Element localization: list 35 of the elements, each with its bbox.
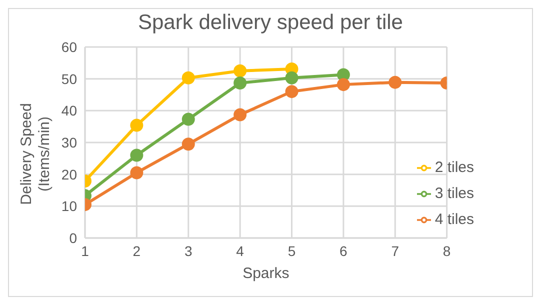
- x-tick-label: 5: [288, 242, 296, 259]
- y-tick-label: 10: [61, 198, 78, 214]
- point: [234, 76, 247, 90]
- x-tick-label: 7: [391, 242, 400, 259]
- x-tick-label: 3: [184, 242, 192, 259]
- chart-title: Spark delivery speed per tile: [137, 11, 404, 35]
- x-tick-label: 8: [442, 242, 451, 259]
- point: [336, 68, 350, 82]
- point: [336, 78, 350, 92]
- point: [234, 108, 247, 122]
- x-tick-label: 1: [81, 242, 90, 259]
- point: [285, 71, 298, 84]
- y-tick-label: 30: [61, 134, 78, 150]
- point: [130, 148, 144, 162]
- legend-label: 4 tiles: [434, 211, 474, 228]
- y-tick-label: 40: [61, 102, 78, 119]
- point: [182, 138, 195, 151]
- point: [388, 76, 402, 89]
- point: [234, 64, 247, 78]
- legend-label: 3 tiles: [434, 185, 474, 202]
- point: [182, 71, 195, 84]
- point: [130, 166, 144, 180]
- x-axis-title: Sparks: [242, 265, 290, 282]
- legend-label: 2 tiles: [434, 159, 474, 176]
- point: [182, 112, 195, 126]
- x-tick-label: 6: [340, 242, 348, 259]
- y-tick-label: 50: [61, 70, 78, 87]
- point: [285, 85, 298, 98]
- x-tick-label: 4: [236, 242, 244, 259]
- y-tick-label: 0: [69, 230, 78, 246]
- point: [130, 118, 144, 132]
- y-tick-label: 20: [61, 166, 78, 182]
- y-tick-label: 60: [61, 38, 78, 55]
- x-tick-label: 2: [132, 242, 141, 259]
- y-axis-title: Delivery Speed (Items/min): [18, 103, 53, 205]
